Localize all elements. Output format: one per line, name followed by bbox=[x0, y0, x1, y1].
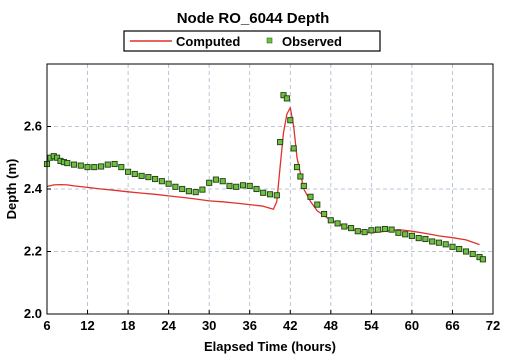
observed-point bbox=[152, 175, 159, 183]
observed-point bbox=[158, 178, 165, 185]
observed-point bbox=[368, 227, 375, 234]
x-tick-label: 12 bbox=[80, 318, 94, 333]
x-tick-label: 36 bbox=[242, 318, 256, 333]
observed-point bbox=[429, 238, 436, 245]
observed-point bbox=[402, 231, 409, 238]
observed-point bbox=[327, 217, 334, 224]
observed-point bbox=[388, 226, 395, 233]
observed-point bbox=[118, 164, 125, 171]
legend-observed-label: Observed bbox=[282, 34, 342, 49]
observed-point bbox=[192, 189, 199, 196]
observed-point bbox=[283, 95, 290, 102]
legend-computed-label: Computed bbox=[176, 34, 240, 49]
x-tick-label: 66 bbox=[445, 318, 459, 333]
observed-point bbox=[273, 192, 280, 199]
observed-point bbox=[111, 160, 118, 168]
observed-point bbox=[64, 160, 71, 167]
observed-point bbox=[290, 145, 297, 152]
observed-point bbox=[287, 117, 294, 124]
observed-point bbox=[165, 180, 172, 187]
observed-point bbox=[334, 220, 341, 227]
observed-point bbox=[293, 164, 301, 171]
observed-point bbox=[219, 178, 226, 185]
observed-point bbox=[341, 223, 348, 230]
observed-point bbox=[260, 189, 267, 196]
legend-observed-marker bbox=[266, 37, 273, 44]
observed-point bbox=[206, 179, 213, 186]
observed-point bbox=[138, 172, 145, 179]
observed-point bbox=[456, 245, 463, 253]
observed-point bbox=[442, 241, 449, 248]
observed-point bbox=[131, 170, 138, 178]
observed-point bbox=[348, 225, 355, 232]
observed-point bbox=[226, 182, 233, 189]
observed-point bbox=[98, 163, 105, 170]
observed-point bbox=[199, 186, 206, 193]
observed-point bbox=[91, 164, 98, 171]
y-tick-label: 2.2 bbox=[24, 244, 42, 259]
y-tick-label: 2.0 bbox=[24, 306, 42, 321]
y-axis-ticks: 2.0 2.2 2.4 2.6 bbox=[24, 119, 51, 321]
observed-point bbox=[300, 182, 307, 189]
observed-point bbox=[212, 176, 219, 183]
x-tick-label: 18 bbox=[121, 318, 135, 333]
observed-point bbox=[354, 228, 361, 235]
observed-point bbox=[381, 225, 388, 233]
observed-point bbox=[321, 210, 328, 218]
x-tick-label: 60 bbox=[405, 318, 419, 333]
x-tick-label: 24 bbox=[161, 318, 176, 333]
observed-point bbox=[172, 183, 179, 190]
x-axis-label: Elapsed Time (hours) bbox=[204, 339, 336, 354]
observed-point bbox=[435, 239, 442, 246]
observed-point bbox=[253, 185, 260, 193]
x-tick-label: 72 bbox=[486, 318, 500, 333]
x-tick-label: 42 bbox=[283, 318, 297, 333]
observed-point bbox=[104, 161, 111, 168]
x-tick-label: 48 bbox=[324, 318, 338, 333]
observed-point bbox=[145, 174, 152, 181]
observed-point bbox=[246, 182, 253, 189]
observed-point bbox=[415, 235, 422, 242]
series-observed bbox=[43, 92, 486, 263]
observed-point bbox=[280, 92, 287, 99]
observed-point bbox=[277, 139, 284, 146]
grid bbox=[47, 64, 493, 314]
observed-point bbox=[375, 226, 382, 233]
observed-point bbox=[54, 154, 61, 161]
observed-point bbox=[297, 173, 304, 180]
x-axis-ticks: 6 12 18 24 30 36 42 48 54 60 66 72 bbox=[43, 310, 500, 333]
observed-point bbox=[125, 168, 132, 175]
observed-point bbox=[449, 243, 456, 250]
observed-point bbox=[239, 182, 247, 189]
y-tick-label: 2.6 bbox=[24, 119, 42, 134]
observed-point bbox=[84, 164, 91, 171]
y-axis-label: Depth (m) bbox=[4, 159, 19, 220]
observed-point bbox=[361, 229, 368, 236]
x-tick-label: 30 bbox=[202, 318, 216, 333]
legend-box bbox=[123, 30, 381, 52]
observed-point bbox=[395, 229, 402, 236]
observed-point bbox=[307, 193, 314, 200]
x-tick-label: 54 bbox=[364, 318, 379, 333]
observed-point bbox=[77, 162, 84, 169]
observed-point bbox=[70, 161, 78, 168]
observed-point bbox=[233, 183, 240, 190]
legend: Computed Observed bbox=[123, 30, 381, 52]
observed-point bbox=[422, 235, 429, 243]
observed-point bbox=[462, 248, 470, 255]
observed-point bbox=[179, 185, 186, 193]
chart-title: Node RO_6044 Depth bbox=[177, 10, 330, 27]
observed-point bbox=[479, 256, 486, 263]
observed-point bbox=[469, 250, 476, 258]
y-tick-label: 2.4 bbox=[24, 181, 43, 196]
observed-point bbox=[185, 188, 192, 195]
observed-point bbox=[314, 201, 321, 208]
x-tick-label: 6 bbox=[43, 318, 50, 333]
observed-point bbox=[408, 232, 415, 239]
observed-point bbox=[266, 191, 274, 198]
